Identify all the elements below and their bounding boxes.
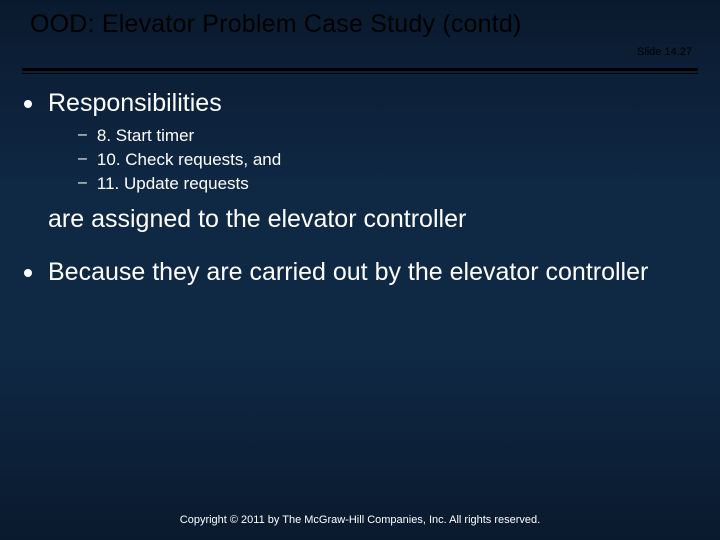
- dash-icon: –: [78, 173, 87, 194]
- slide: OOD: Elevator Problem Case Study (contd)…: [0, 0, 720, 540]
- divider-thick: [22, 68, 698, 71]
- slide-content: Responsibilities – 8. Start timer – 10. …: [24, 88, 696, 292]
- bullet-icon: [24, 269, 32, 277]
- sub-text: 11. Update requests: [97, 173, 249, 195]
- bullet-icon: [24, 100, 32, 108]
- divider-thin: [22, 73, 698, 74]
- bullet-item: Responsibilities: [24, 88, 696, 119]
- sub-item: – 8. Start timer: [78, 125, 696, 147]
- sub-item: – 10. Check requests, and: [78, 149, 696, 171]
- bullet-item: Because they are carried out by the elev…: [24, 257, 696, 288]
- slide-header: OOD: Elevator Problem Case Study (contd): [0, 0, 720, 43]
- dash-icon: –: [78, 149, 87, 170]
- continuation-text: are assigned to the elevator controller: [48, 204, 696, 235]
- slide-number: Slide 14.27: [637, 46, 692, 58]
- slide-title: OOD: Elevator Problem Case Study (contd): [30, 10, 700, 39]
- bullet-text: Because they are carried out by the elev…: [48, 257, 648, 288]
- dash-icon: –: [78, 125, 87, 146]
- sub-text: 8. Start timer: [97, 125, 194, 147]
- sub-text: 10. Check requests, and: [97, 149, 281, 171]
- sub-list: – 8. Start timer – 10. Check requests, a…: [78, 125, 696, 195]
- title-divider: [22, 68, 698, 74]
- bullet-text: Responsibilities: [48, 88, 222, 119]
- slide-footer: Copyright © 2011 by The McGraw-Hill Comp…: [0, 514, 720, 526]
- sub-item: – 11. Update requests: [78, 173, 696, 195]
